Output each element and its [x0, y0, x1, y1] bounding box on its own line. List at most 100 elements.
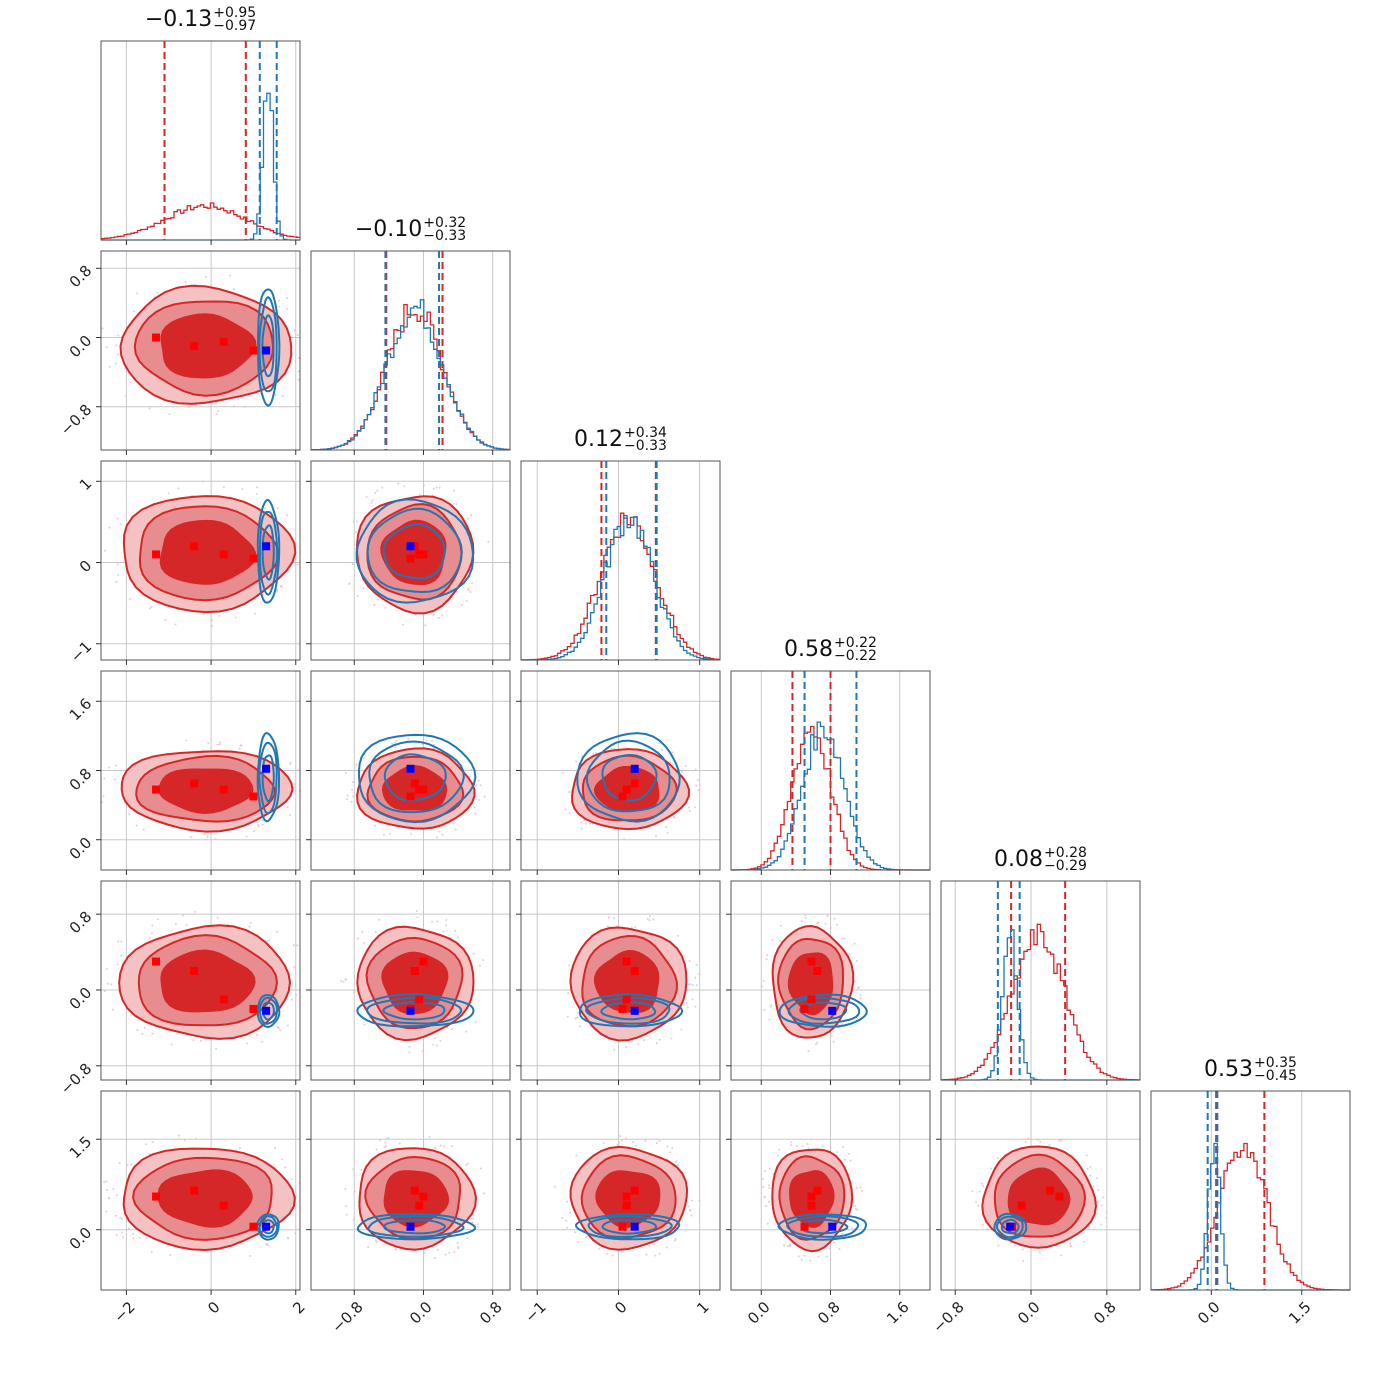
sample-point	[345, 1205, 348, 1208]
sample-point	[133, 310, 136, 313]
sample-point	[860, 1189, 863, 1192]
sample-point	[790, 1141, 793, 1144]
contour-blue-0	[576, 732, 681, 823]
contour-blue-0	[777, 1213, 868, 1241]
sample-point	[296, 769, 299, 772]
contour-blue-1	[587, 1215, 673, 1238]
sample-point	[157, 918, 160, 921]
sample-point	[764, 1170, 767, 1173]
sample-point	[410, 832, 413, 835]
sample-point	[117, 574, 120, 577]
sample-point	[253, 612, 256, 615]
marker-red	[1017, 1201, 1026, 1210]
sample-point	[344, 1187, 347, 1190]
sample-point	[353, 1190, 356, 1193]
marker-blue	[406, 1222, 415, 1231]
sample-point	[367, 1246, 370, 1249]
sample-point	[1060, 1139, 1063, 1142]
sample-point	[579, 1025, 582, 1028]
sample-point	[381, 486, 384, 489]
sample-point	[474, 812, 477, 815]
sample-point	[177, 1134, 180, 1137]
sample-point	[204, 275, 207, 278]
panel-background	[941, 881, 1140, 1080]
sample-point	[470, 768, 473, 771]
sample-point	[1038, 1251, 1041, 1254]
sample-point	[1069, 1245, 1072, 1248]
sample-point	[119, 523, 122, 526]
sample-point	[257, 825, 260, 828]
marker-red	[249, 346, 258, 355]
contour-blue-0	[778, 993, 868, 1028]
panel-2-0	[96, 460, 301, 665]
sample-point	[694, 976, 697, 979]
sample-point	[436, 1248, 439, 1251]
sample-point	[978, 1190, 981, 1193]
sample-point	[762, 979, 765, 982]
sample-point	[103, 990, 106, 993]
sample-point	[129, 381, 132, 384]
sample-point	[990, 1167, 993, 1170]
sample-point	[691, 998, 694, 1001]
sample-point	[848, 953, 851, 956]
panel-title-minus: −0.97	[213, 18, 257, 34]
marker-red	[152, 1192, 161, 1201]
contour-blue-1	[258, 996, 278, 1025]
sample-point	[207, 742, 210, 745]
sample-point	[686, 1006, 689, 1009]
sample-point	[981, 1182, 984, 1185]
sample-point	[770, 1004, 773, 1007]
sample-point	[211, 624, 214, 627]
sample-point	[451, 1145, 454, 1148]
sample-point	[553, 1185, 556, 1188]
sample-point	[465, 599, 468, 602]
histogram-series-0	[521, 512, 720, 661]
sample-point	[476, 1225, 479, 1228]
sample-point	[376, 598, 379, 601]
contour-red-inner	[159, 519, 257, 585]
sample-point	[116, 1194, 119, 1197]
panel-title-value: 0.08	[994, 847, 1044, 872]
sample-point	[238, 747, 241, 750]
sample-point	[289, 762, 292, 765]
sample-point	[266, 940, 269, 943]
sample-point	[665, 826, 668, 829]
sample-point	[436, 920, 439, 923]
sample-point	[569, 1211, 572, 1214]
sample-point	[616, 1143, 619, 1146]
marker-red	[618, 1004, 627, 1013]
sample-point	[478, 964, 481, 967]
sample-point	[433, 1256, 436, 1259]
contour-blue-1	[786, 1215, 860, 1238]
sample-point	[261, 819, 264, 822]
panel-title-plus: +0.95	[213, 5, 257, 21]
sample-point	[565, 1219, 568, 1222]
sample-point	[652, 918, 655, 921]
sample-point	[376, 489, 379, 492]
sample-point	[561, 771, 564, 774]
sample-point	[687, 983, 690, 986]
marker-red	[190, 542, 199, 551]
sample-point	[391, 742, 394, 745]
sample-point	[351, 563, 354, 566]
sample-point	[843, 1158, 846, 1161]
sample-point	[690, 1199, 693, 1202]
marker-red	[622, 785, 631, 794]
sample-point	[102, 795, 105, 798]
sample-point	[1013, 1244, 1016, 1247]
sample-point	[423, 484, 426, 487]
sample-point	[135, 824, 138, 827]
sample-point	[658, 1252, 661, 1255]
sample-point	[421, 1050, 424, 1053]
marker-red	[190, 779, 199, 788]
marker-blue	[630, 1222, 639, 1231]
panel-4-0	[96, 880, 301, 1085]
sample-point	[855, 959, 858, 962]
panel-title-value: 0.53	[1204, 1057, 1254, 1082]
sample-point	[354, 531, 357, 534]
sample-point	[619, 1135, 622, 1138]
histogram-series-0	[941, 923, 1140, 1081]
sample-point	[828, 1247, 831, 1250]
sample-point	[403, 485, 406, 488]
sample-point	[181, 914, 184, 917]
